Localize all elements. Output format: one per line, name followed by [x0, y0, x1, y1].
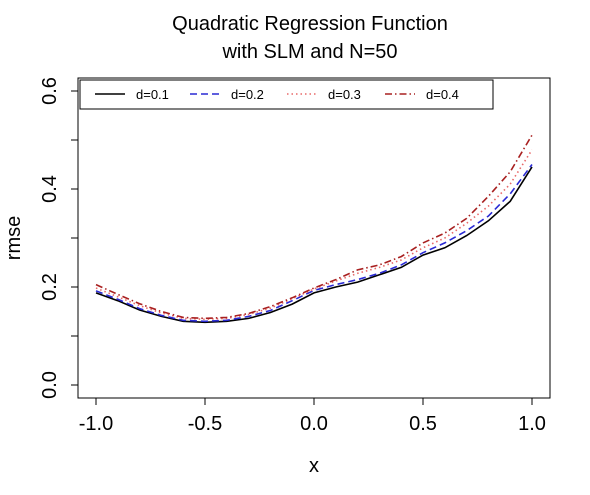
legend-label: d=0.2	[231, 87, 264, 102]
y-tick-label: 0.6	[39, 77, 61, 105]
y-tick-label: 0.4	[39, 175, 61, 203]
x-axis: -1.0 -0.5 0.0 0.5 1.0	[79, 397, 546, 435]
series-line-d03	[95, 149, 533, 321]
x-tick-label: 0.0	[300, 413, 328, 435]
series-line-d02	[95, 164, 533, 323]
legend-label: d=0.3	[328, 87, 361, 102]
legend-label: d=0.1	[136, 87, 169, 102]
x-tick-label: -1.0	[79, 413, 113, 435]
y-axis: 0.0 0.2 0.4 0.6	[39, 77, 79, 399]
legend-box	[79, 79, 494, 110]
series-line-d01	[95, 166, 533, 324]
chart-subtitle: with SLM and N=50	[221, 41, 397, 63]
legend-label: d=0.4	[426, 87, 459, 102]
x-tick-label: 1.0	[518, 413, 546, 435]
chart-title: Quadratic Regression Function	[172, 13, 448, 35]
y-tick-label: 0.0	[39, 371, 61, 399]
y-axis-label: rmse	[3, 216, 25, 260]
plot-frame	[77, 77, 551, 399]
x-tick-label: -0.5	[188, 413, 222, 435]
series-layer	[95, 134, 533, 324]
x-tick-label: 0.5	[409, 413, 437, 435]
legend: d=0.1 d=0.2 d=0.3 d=0.4	[79, 79, 494, 110]
y-tick-label: 0.2	[39, 273, 61, 301]
x-axis-label: x	[309, 455, 319, 477]
series-line-d04	[95, 134, 533, 320]
